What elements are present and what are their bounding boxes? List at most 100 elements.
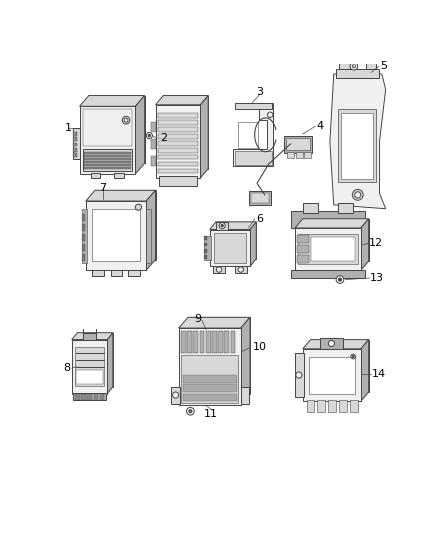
Bar xyxy=(93,394,98,400)
Circle shape xyxy=(238,267,244,272)
Bar xyxy=(231,331,235,353)
Text: 12: 12 xyxy=(369,238,383,248)
Bar xyxy=(303,349,361,401)
Bar xyxy=(311,237,355,261)
Circle shape xyxy=(339,278,342,281)
Bar xyxy=(84,158,131,160)
Circle shape xyxy=(187,407,194,415)
Bar xyxy=(183,393,237,401)
Bar xyxy=(241,386,249,403)
Bar xyxy=(366,63,376,69)
Bar xyxy=(75,348,104,386)
Bar xyxy=(295,228,361,270)
Bar xyxy=(72,340,107,393)
Bar xyxy=(158,134,198,139)
Bar xyxy=(158,155,198,159)
Bar xyxy=(304,152,311,158)
Bar xyxy=(212,331,217,353)
Bar xyxy=(339,400,347,412)
Bar xyxy=(92,270,103,277)
Text: 9: 9 xyxy=(194,314,201,324)
Polygon shape xyxy=(361,340,369,401)
Bar xyxy=(320,338,343,349)
Bar xyxy=(158,168,198,173)
Bar xyxy=(73,154,77,157)
Bar xyxy=(183,384,237,392)
Bar xyxy=(328,400,336,412)
Text: 5: 5 xyxy=(380,61,387,71)
Bar xyxy=(187,331,192,353)
Bar xyxy=(82,209,87,263)
Circle shape xyxy=(350,62,358,70)
Circle shape xyxy=(352,356,354,358)
Bar xyxy=(213,265,225,273)
Bar xyxy=(210,230,250,266)
Polygon shape xyxy=(155,95,208,105)
Bar xyxy=(287,152,294,158)
Bar xyxy=(297,255,309,263)
Bar xyxy=(318,400,325,412)
Polygon shape xyxy=(86,190,155,201)
Polygon shape xyxy=(135,95,145,174)
Bar xyxy=(84,155,131,157)
Bar xyxy=(158,120,198,125)
Bar xyxy=(75,394,80,400)
Bar xyxy=(158,127,198,132)
Bar xyxy=(73,148,77,152)
Bar xyxy=(87,394,92,400)
Bar xyxy=(84,167,131,169)
Circle shape xyxy=(146,133,152,139)
Bar xyxy=(158,113,198,118)
Polygon shape xyxy=(311,340,369,392)
Bar xyxy=(338,203,353,213)
Bar xyxy=(86,201,146,270)
Circle shape xyxy=(336,276,344,284)
Bar xyxy=(303,203,318,213)
Bar xyxy=(181,355,238,403)
Bar xyxy=(295,353,304,398)
Bar xyxy=(291,211,365,228)
Circle shape xyxy=(352,189,363,200)
Bar xyxy=(341,113,373,179)
Bar xyxy=(83,334,96,340)
Bar xyxy=(73,132,77,135)
Bar xyxy=(128,270,140,277)
Bar xyxy=(204,236,211,260)
Bar xyxy=(339,63,350,69)
Polygon shape xyxy=(146,190,155,270)
Polygon shape xyxy=(107,333,113,393)
Text: 7: 7 xyxy=(99,183,106,193)
Circle shape xyxy=(148,134,151,137)
Text: 6: 6 xyxy=(257,214,264,224)
Polygon shape xyxy=(250,222,256,266)
Circle shape xyxy=(351,354,356,359)
Text: 13: 13 xyxy=(369,273,383,283)
Bar xyxy=(297,235,309,243)
Bar xyxy=(82,244,85,251)
Polygon shape xyxy=(210,222,256,230)
Circle shape xyxy=(221,224,223,227)
Bar xyxy=(73,142,77,147)
Bar xyxy=(82,254,85,261)
Polygon shape xyxy=(241,317,250,405)
Bar xyxy=(183,375,237,383)
Circle shape xyxy=(328,341,335,346)
Polygon shape xyxy=(216,222,256,259)
Circle shape xyxy=(352,64,356,68)
Bar xyxy=(206,331,211,353)
Circle shape xyxy=(216,267,222,272)
Bar xyxy=(81,394,86,400)
Bar xyxy=(82,234,85,241)
Circle shape xyxy=(189,410,192,413)
Bar xyxy=(73,393,106,400)
Circle shape xyxy=(135,204,141,210)
Bar xyxy=(151,139,156,149)
Bar xyxy=(84,152,131,154)
Bar xyxy=(181,331,186,353)
Text: 10: 10 xyxy=(253,342,267,352)
Circle shape xyxy=(122,116,130,124)
Bar xyxy=(251,193,269,203)
Circle shape xyxy=(355,192,361,198)
Text: 3: 3 xyxy=(257,87,264,96)
Bar xyxy=(91,173,100,178)
